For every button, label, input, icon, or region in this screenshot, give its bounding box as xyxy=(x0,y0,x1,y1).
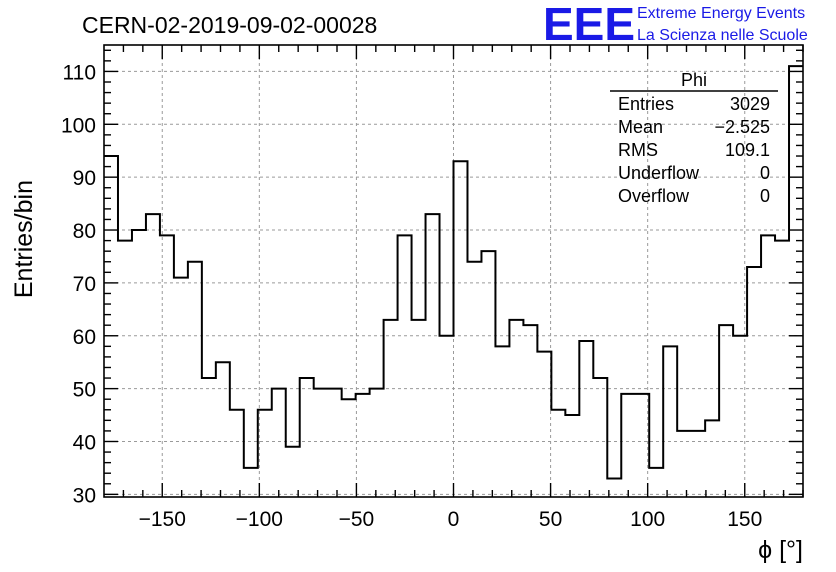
histogram-bin xyxy=(705,420,719,497)
x-tick-label: −100 xyxy=(236,508,283,531)
y-tick-label: 60 xyxy=(73,326,96,349)
histogram-bin xyxy=(188,262,202,497)
histogram-bin xyxy=(635,394,649,497)
histogram-bin xyxy=(565,415,579,497)
stats-label-rms: RMS xyxy=(618,140,658,160)
histogram-bin xyxy=(132,230,146,497)
stats-box: Phi Entries 3029 Mean −2.525 RMS 109.1 U… xyxy=(610,70,778,206)
eee-logo: EEE xyxy=(543,0,635,50)
x-axis-label: ϕ [°] xyxy=(758,536,803,564)
histogram-bin xyxy=(328,389,342,497)
histogram-bin xyxy=(621,394,635,497)
histogram-bin xyxy=(300,378,314,497)
y-tick-label: 40 xyxy=(73,431,96,454)
eee-branding: EEE Extreme Energy Events La Scienza nel… xyxy=(543,0,808,50)
stats-label-overflow: Overflow xyxy=(618,186,690,206)
histogram-bin xyxy=(104,156,118,497)
histogram-bin xyxy=(663,346,677,497)
y-tick-label: 90 xyxy=(73,167,96,190)
histogram-outline xyxy=(104,65,803,480)
histogram-bin xyxy=(244,468,258,497)
histogram-bin xyxy=(412,320,426,497)
stats-title: Phi xyxy=(681,70,707,90)
histogram-bin xyxy=(342,399,356,497)
chart-title: CERN-02-2019-09-02-00028 xyxy=(82,12,377,38)
histogram-bin xyxy=(677,431,691,497)
histogram-bin xyxy=(495,346,509,497)
histogram-bin xyxy=(160,235,174,497)
x-tick-label: 0 xyxy=(448,508,460,531)
histogram-bin xyxy=(286,447,300,497)
histogram-bin xyxy=(370,389,384,497)
histogram-bin xyxy=(719,325,733,497)
y-tick-label: 100 xyxy=(61,114,96,137)
histogram-bin xyxy=(454,161,468,497)
histogram-bin xyxy=(356,394,370,497)
stats-label-mean: Mean xyxy=(618,117,663,137)
histogram-bin xyxy=(216,362,230,497)
histogram-bin xyxy=(467,262,481,497)
histogram-bin xyxy=(775,241,789,497)
histogram-bin xyxy=(426,214,440,497)
stats-label-entries: Entries xyxy=(618,94,674,114)
histogram-bin xyxy=(761,235,775,497)
histogram-bin xyxy=(789,66,803,497)
stats-label-underflow: Underflow xyxy=(618,163,700,183)
y-axis-label: Entries/bin xyxy=(10,180,38,298)
y-tick-label: 70 xyxy=(73,273,96,296)
histogram-bin xyxy=(691,431,705,497)
histogram-bin xyxy=(272,389,286,497)
histogram-bin xyxy=(314,389,328,497)
histogram-bin xyxy=(747,267,761,497)
branding-line-1: Extreme Energy Events xyxy=(637,5,805,22)
histogram-bin xyxy=(649,468,663,497)
histogram-bin xyxy=(523,325,537,497)
histogram-bin xyxy=(440,336,454,497)
histogram-bin xyxy=(398,235,412,497)
histogram-bin xyxy=(733,336,747,497)
histogram-bin xyxy=(593,378,607,497)
x-tick-label: −150 xyxy=(139,508,186,531)
stats-value-rms: 109.1 xyxy=(725,140,770,160)
histogram-bin xyxy=(230,410,244,497)
x-tick-label: 150 xyxy=(727,508,762,531)
stats-value-mean: −2.525 xyxy=(714,117,770,137)
y-tick-label: 30 xyxy=(73,484,96,507)
axis-ticks xyxy=(104,45,804,497)
stats-value-overflow: 0 xyxy=(760,186,770,206)
histogram-series xyxy=(104,65,803,497)
histogram-bin xyxy=(174,278,188,497)
stats-value-entries: 3029 xyxy=(730,94,770,114)
histogram-bin xyxy=(481,251,495,497)
histogram-bin xyxy=(384,320,398,497)
x-tick-label: 50 xyxy=(539,508,562,531)
tick-labels: −150 −100 −50 0 50 100 150 30 40 50 60 70 80 90 100 110 xyxy=(61,61,762,531)
histogram-bin xyxy=(118,241,132,497)
y-tick-label: 80 xyxy=(73,220,96,243)
x-tick-label: 100 xyxy=(630,508,665,531)
histogram-bin xyxy=(146,214,160,497)
y-tick-label: 50 xyxy=(73,379,96,402)
histogram-bin xyxy=(202,378,216,497)
stats-value-underflow: 0 xyxy=(760,163,770,183)
histogram-bin xyxy=(509,320,523,497)
branding-line-2: La Scienza nelle Scuole xyxy=(637,27,808,44)
x-tick-label: −50 xyxy=(339,508,375,531)
histogram-bin xyxy=(551,410,565,497)
histogram-bin xyxy=(579,341,593,497)
y-tick-label: 110 xyxy=(63,61,96,84)
histogram-bin xyxy=(537,352,551,497)
